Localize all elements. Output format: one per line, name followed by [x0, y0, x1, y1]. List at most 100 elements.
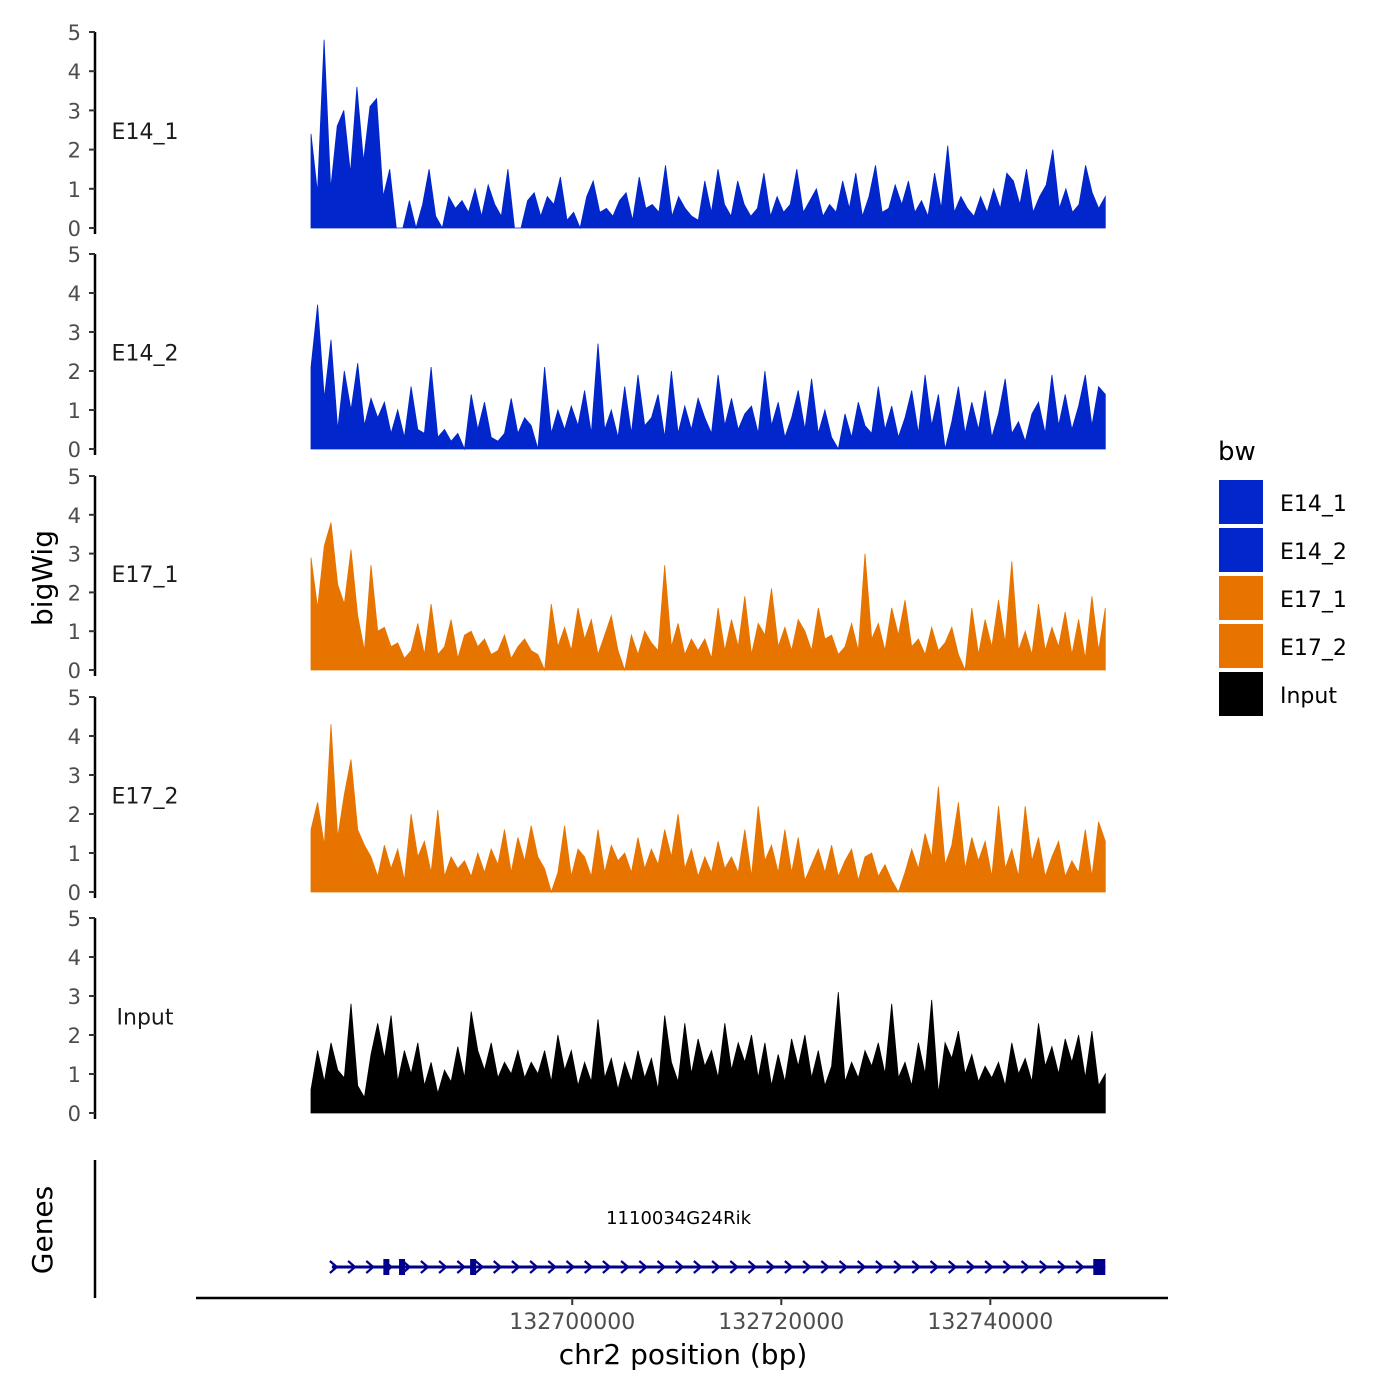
strand-arrow — [329, 1260, 339, 1274]
strand-arrow — [929, 1260, 940, 1274]
x-axis-title: chr2 position (bp) — [559, 1338, 808, 1371]
strand-arrow — [456, 1260, 466, 1274]
x-tick-label: 132740000 — [927, 1310, 1053, 1335]
y-tick-label: 5 — [68, 465, 81, 489]
legend-label: E14_1 — [1280, 492, 1347, 517]
exon — [399, 1259, 406, 1275]
legend-item: E14_2 — [1219, 528, 1347, 572]
strand-arrow — [893, 1260, 903, 1274]
strand-arrow — [656, 1260, 667, 1274]
strand-arrow — [547, 1260, 557, 1274]
coverage-area-E17_1 — [310, 522, 1106, 672]
strand-arrow — [1020, 1260, 1031, 1274]
gene: 1110034G24Rik — [329, 1208, 1106, 1275]
legend-item: Input — [1219, 672, 1337, 716]
x-tick-label: 132720000 — [718, 1310, 844, 1335]
y-tick-label: 4 — [68, 946, 81, 970]
legend-item: E17_2 — [1219, 624, 1347, 668]
strand-arrow — [365, 1260, 375, 1274]
gene-label: 1110034G24Rik — [606, 1208, 752, 1229]
y-tick-label: 3 — [68, 321, 81, 345]
y-tick-label: 1 — [68, 620, 81, 644]
y-tick-label: 4 — [68, 725, 81, 749]
track-label: E14_1 — [112, 120, 179, 145]
track-E14_1: 0 1 2 3 4 5 E14_1 — [68, 21, 1106, 241]
strand-arrow — [565, 1260, 576, 1274]
strand-arrow — [765, 1260, 776, 1274]
coverage-area-Input — [310, 992, 1106, 1114]
strand-arrow — [693, 1260, 703, 1274]
y-tick-label: 0 — [68, 217, 81, 241]
track-label: Input — [117, 1006, 174, 1031]
y-tick-label: 3 — [68, 985, 81, 1009]
y-tick-label: 1 — [68, 842, 81, 866]
y-tick-label: 5 — [68, 907, 81, 931]
strand-arrow — [620, 1260, 630, 1274]
strand-arrow — [838, 1260, 849, 1274]
y-tick-label: 0 — [68, 1102, 81, 1126]
legend-label: Input — [1280, 684, 1337, 709]
strand-arrow — [511, 1260, 521, 1274]
strand-arrow — [820, 1260, 830, 1274]
legend-item: E14_1 — [1219, 480, 1347, 524]
genes-panel: 1110034G24Rik — [93, 1160, 1106, 1298]
track-E14_2: 0 1 2 3 4 5 E14_2 — [68, 243, 1106, 462]
legend-label: E17_1 — [1280, 588, 1347, 613]
exon — [383, 1259, 390, 1275]
strand-arrow — [492, 1260, 503, 1274]
strand-arrow — [966, 1260, 976, 1274]
strand-arrow — [1038, 1260, 1049, 1274]
y-tick-label: 2 — [68, 139, 81, 163]
y-tick-label: 5 — [68, 21, 81, 45]
strand-arrow — [747, 1260, 758, 1274]
y-tick-label: 1 — [68, 399, 81, 423]
strand-arrow — [856, 1260, 867, 1274]
y-tick-label: 1 — [68, 178, 81, 202]
legend-title: bw — [1218, 437, 1256, 467]
strand-arrow — [420, 1260, 430, 1274]
strand-arrow — [583, 1260, 594, 1274]
strand-arrow — [802, 1260, 812, 1274]
legend-label: E14_2 — [1280, 540, 1347, 565]
strand-arrow — [1075, 1260, 1085, 1274]
track-label: E17_2 — [112, 785, 179, 810]
y-tick-label: 4 — [68, 282, 81, 306]
legend: bw E14_1 E14_2 E17_1 E17_2 Input — [1218, 437, 1347, 716]
x-tick-label: 132700000 — [509, 1310, 635, 1335]
track-E17_1: 0 1 2 3 4 5 E17_1 — [68, 465, 1106, 683]
y-tick-label: 0 — [68, 438, 81, 462]
legend-swatch — [1219, 624, 1263, 668]
track-E17_2: 0 1 2 3 4 5 E17_2 — [68, 686, 1106, 905]
y-tick-label: 5 — [68, 243, 81, 267]
track-label: E17_1 — [112, 563, 179, 588]
strand-arrow — [638, 1260, 648, 1274]
legend-swatch — [1219, 672, 1263, 716]
y-tick-label: 2 — [68, 360, 81, 384]
x-axis: 132700000 132720000 132740000 — [196, 1296, 1168, 1335]
strand-arrow — [674, 1260, 685, 1274]
y-tick-label: 3 — [68, 764, 81, 788]
y-tick-label: 5 — [68, 686, 81, 710]
strand-arrow — [947, 1260, 958, 1274]
strand-arrow — [602, 1260, 612, 1274]
strand-arrow — [347, 1260, 357, 1274]
y-tick-label: 2 — [68, 581, 81, 605]
y-tick-label: 2 — [68, 1024, 81, 1048]
strand-arrow — [784, 1260, 794, 1274]
y-tick-label: 3 — [68, 543, 81, 567]
strand-arrow — [1002, 1260, 1012, 1274]
y-tick-label: 2 — [68, 803, 81, 827]
strand-arrow — [438, 1260, 448, 1274]
coverage-area-E17_2 — [310, 724, 1106, 894]
strand-arrow — [911, 1260, 921, 1274]
y-tick-label: 0 — [68, 881, 81, 905]
strand-arrow — [984, 1260, 994, 1274]
coverage-tracks: 0 1 2 3 4 5 E14_1 0 1 2 3 4 5 E14_2 0 1 2 3 4 5 E17_1 0 1 2 3 4 5 E… — [68, 21, 1106, 1126]
strand-arrow — [1057, 1260, 1067, 1274]
strand-arrow — [729, 1260, 739, 1274]
track-Input: 0 1 2 3 4 5 Input — [68, 907, 1106, 1126]
legend-swatch — [1219, 576, 1263, 620]
y-tick-label: 1 — [68, 1063, 81, 1087]
strand-arrow — [474, 1260, 485, 1274]
